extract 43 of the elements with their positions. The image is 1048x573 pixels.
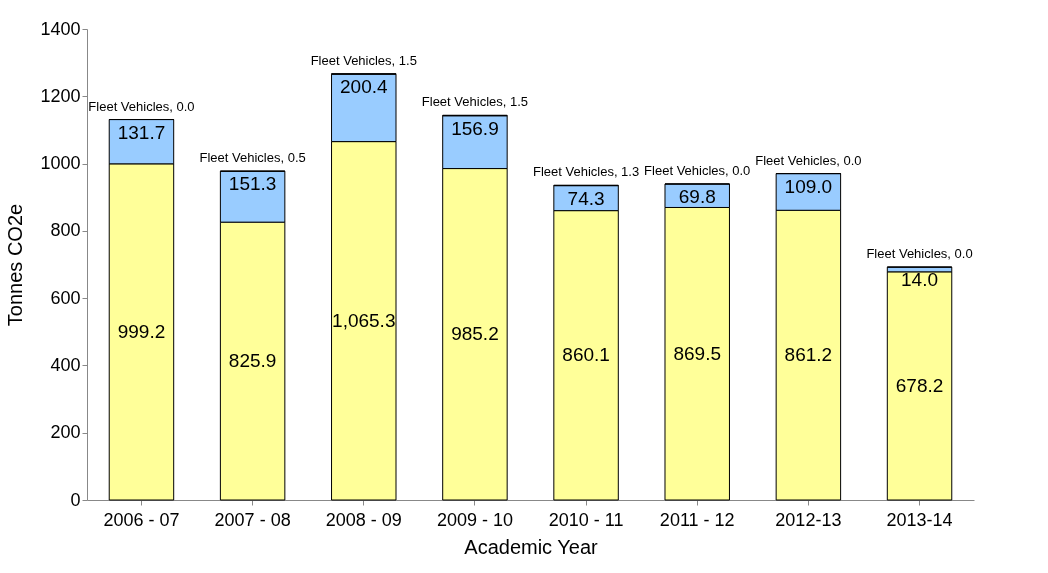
data-label: 69.8 [678, 185, 716, 207]
data-label: 678.2 [895, 374, 944, 396]
y-tick-label: 200 [50, 422, 81, 443]
x-tick-label: 2007 - 08 [214, 509, 291, 530]
data-label: 200.4 [340, 76, 388, 98]
data-label: 860.1 [562, 344, 610, 366]
data-label: Fleet Vehicles, 1.3 [532, 164, 640, 180]
y-axis-title: Tonnes CO2e [4, 203, 27, 327]
y-tick-label: 1400 [40, 18, 81, 39]
data-label: 999.2 [117, 320, 166, 342]
data-label: 151.3 [228, 173, 277, 195]
x-tick-label: 2006 - 07 [103, 509, 180, 530]
x-tick-label: 2013-14 [886, 509, 953, 530]
data-label: 109.0 [784, 175, 833, 197]
x-tick-label: 2008 - 09 [325, 509, 402, 530]
data-label: Fleet Vehicles, 1.5 [421, 94, 529, 110]
data-label: 985.2 [451, 323, 499, 345]
y-tick-label: 600 [50, 287, 81, 308]
data-label: 74.3 [567, 187, 605, 209]
data-label: Fleet Vehicles, 0.0 [644, 162, 751, 178]
x-tick-label: 2009 - 10 [436, 509, 513, 530]
y-tick-label: 400 [50, 354, 81, 375]
data-label: 861.2 [784, 344, 833, 366]
data-label: 131.7 [117, 121, 166, 143]
data-label: 825.9 [228, 350, 277, 372]
x-axis-title: Academic Year [464, 535, 599, 558]
x-tick-label: 2011 - 12 [659, 509, 735, 530]
data-label: Fleet Vehicles, 0.0 [88, 98, 195, 114]
x-tick-label: 2012-13 [775, 509, 842, 530]
bar [886, 271, 953, 501]
y-tick-label: 1000 [40, 153, 81, 174]
data-label: 14.0 [901, 269, 939, 291]
data-label: Fleet Vehicles, 0.5 [199, 150, 306, 166]
data-label: Fleet Vehicles, 0.0 [866, 246, 973, 262]
y-tick-label: 1200 [40, 85, 81, 106]
data-label: 156.9 [451, 117, 499, 139]
data-label: Fleet Vehicles, 0.0 [755, 152, 862, 168]
x-tick-label: 2010 - 11 [548, 509, 624, 530]
data-label: 1,065.3 [332, 309, 396, 331]
data-label: 869.5 [673, 342, 721, 364]
data-label: Fleet Vehicles, 1.5 [310, 52, 417, 68]
y-tick-label: 0 [70, 489, 81, 510]
y-tick-label: 800 [50, 220, 81, 241]
